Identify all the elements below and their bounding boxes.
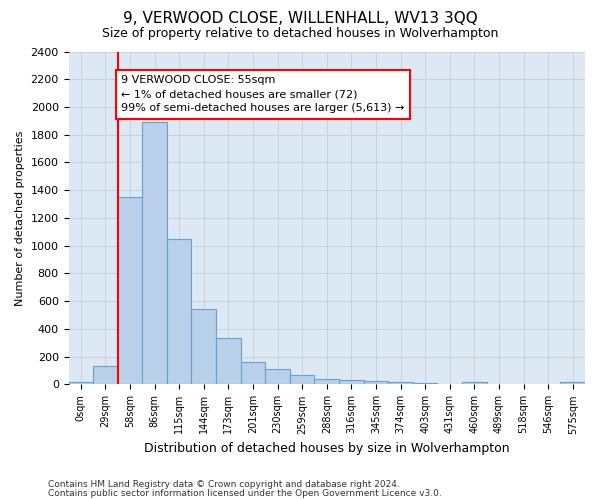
X-axis label: Distribution of detached houses by size in Wolverhampton: Distribution of detached houses by size … — [144, 442, 509, 455]
Bar — [339, 380, 364, 384]
Text: 9, VERWOOD CLOSE, WILLENHALL, WV13 3QQ: 9, VERWOOD CLOSE, WILLENHALL, WV13 3QQ — [122, 11, 478, 26]
Text: Contains public sector information licensed under the Open Government Licence v3: Contains public sector information licen… — [48, 488, 442, 498]
Y-axis label: Number of detached properties: Number of detached properties — [15, 130, 25, 306]
Bar — [290, 376, 314, 384]
Bar — [388, 382, 413, 384]
Text: Contains HM Land Registry data © Crown copyright and database right 2024.: Contains HM Land Registry data © Crown c… — [48, 480, 400, 489]
Bar — [364, 381, 388, 384]
Bar — [314, 379, 339, 384]
Bar — [462, 382, 487, 384]
Text: Size of property relative to detached houses in Wolverhampton: Size of property relative to detached ho… — [102, 28, 498, 40]
Bar — [167, 240, 191, 384]
Bar — [118, 197, 142, 384]
Bar — [191, 309, 216, 384]
Bar — [93, 366, 118, 384]
Bar — [413, 383, 437, 384]
Text: 9 VERWOOD CLOSE: 55sqm
← 1% of detached houses are smaller (72)
99% of semi-deta: 9 VERWOOD CLOSE: 55sqm ← 1% of detached … — [121, 75, 405, 113]
Bar — [68, 382, 93, 384]
Bar — [560, 382, 585, 384]
Bar — [265, 369, 290, 384]
Bar — [241, 362, 265, 384]
Bar — [216, 338, 241, 384]
Bar — [142, 122, 167, 384]
